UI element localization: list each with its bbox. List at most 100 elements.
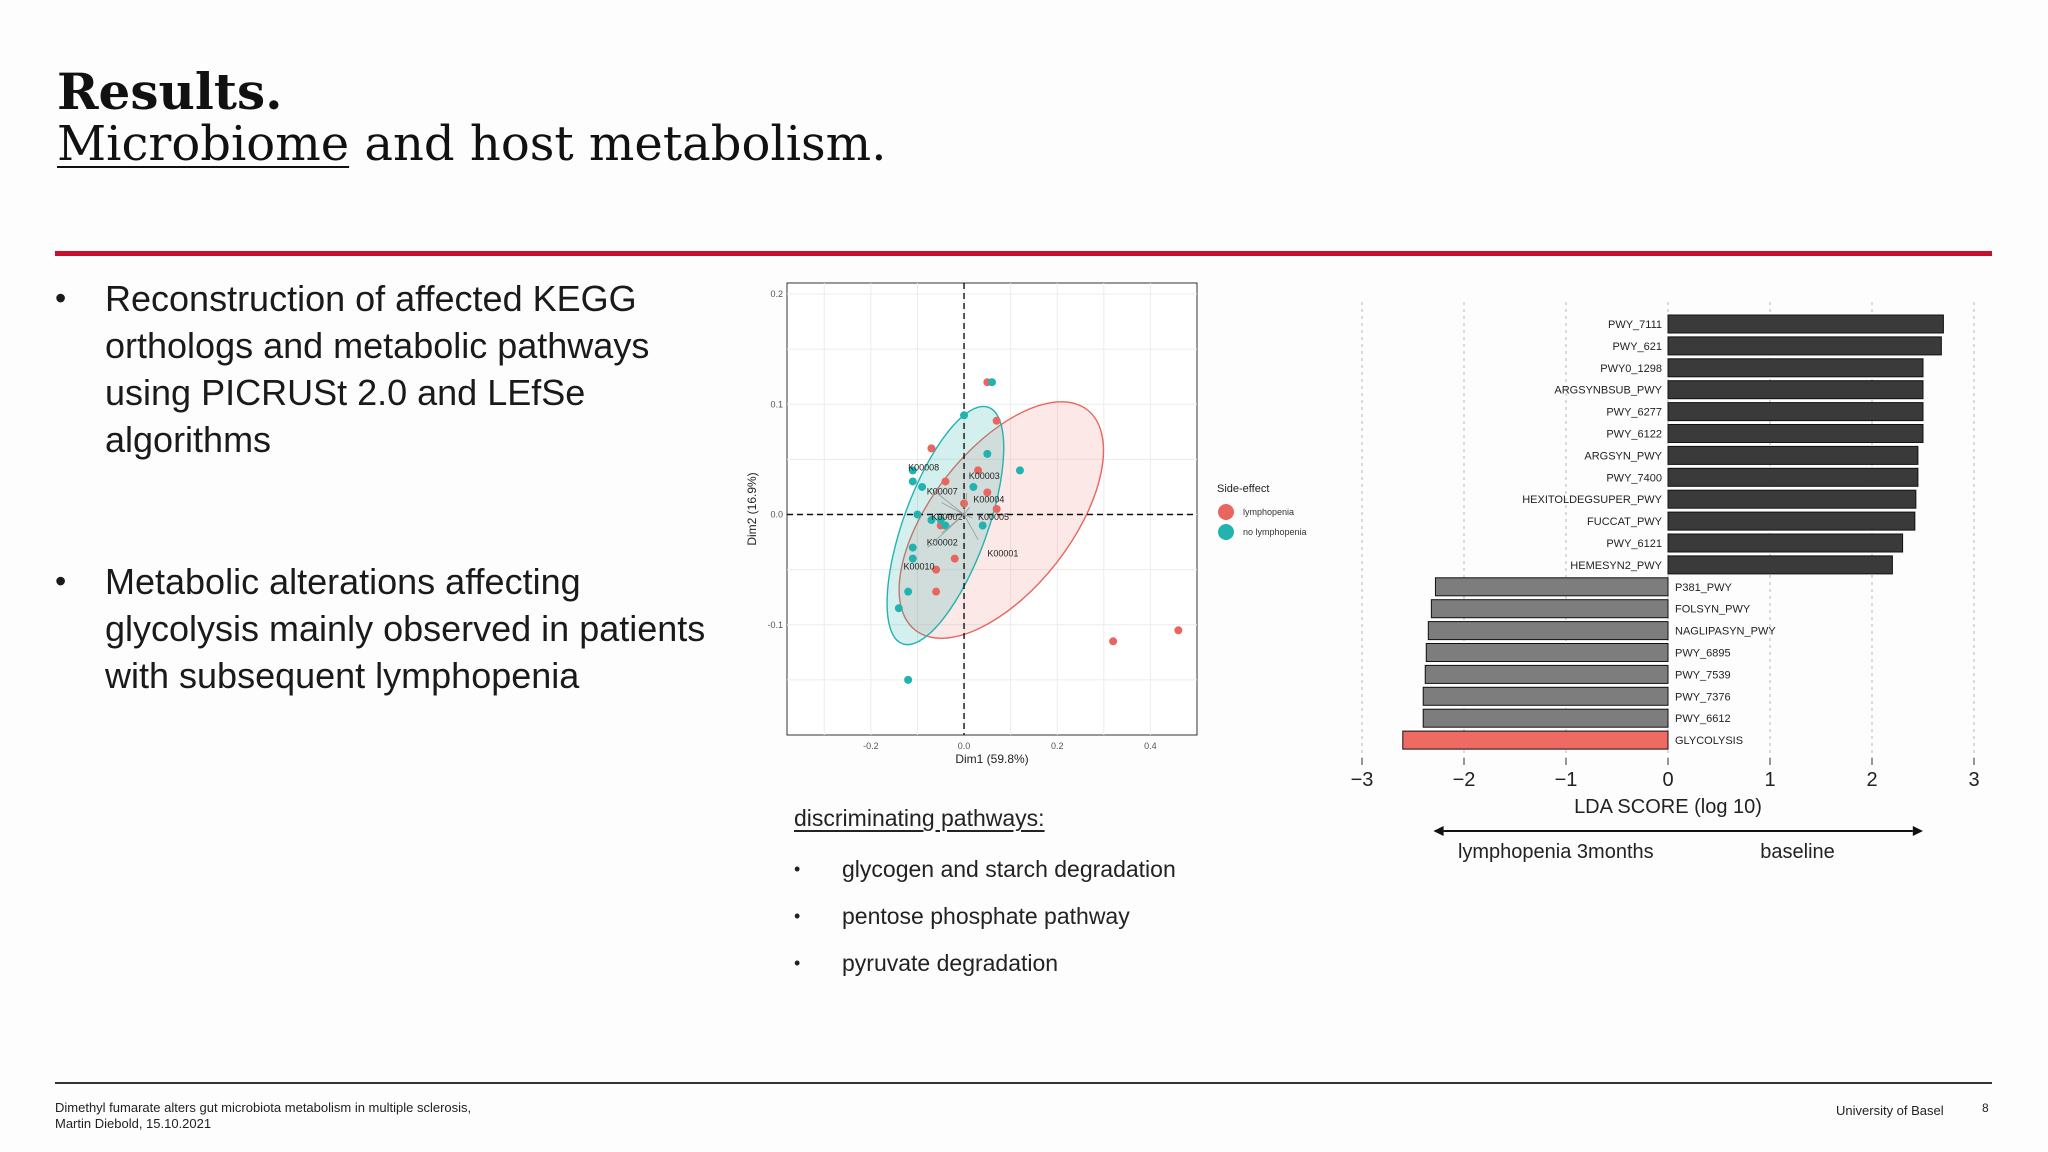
- loading-label: K00004: [973, 494, 1004, 504]
- bar-category-label: HEXITOLDEGSUPER_PWY: [1522, 494, 1662, 506]
- loading-arrow: [963, 506, 970, 515]
- bar: [1667, 511, 1916, 531]
- pathway-item: • pentose phosphate pathway: [794, 893, 1394, 940]
- loading-label: K00007: [927, 487, 958, 497]
- data-point: [992, 505, 1001, 513]
- bar-category-label: PWY_6277: [1606, 407, 1662, 419]
- data-point: [904, 587, 913, 596]
- loading-arrow: [944, 514, 965, 519]
- bar-category-label: FUCCAT_PWY: [1587, 516, 1663, 528]
- bullet-list: • Reconstruction of affected KEGG orthol…: [55, 275, 715, 699]
- pathway-item: • pyruvate degradation: [794, 940, 1394, 987]
- data-point: [932, 565, 941, 574]
- data-point: [960, 411, 969, 420]
- confidence-ellipse: [898, 401, 1105, 639]
- pca-biplot: K00008 K00003 K00007 K00004 K00002 K00005 K000…: [745, 282, 1307, 766]
- legend-label: no lymphopenia: [1243, 527, 1307, 537]
- bar-category-label: PWY_621: [1612, 341, 1662, 353]
- bar-category-label: NAGLIPASYN_PWY: [1675, 626, 1776, 638]
- y-tick-label: 0.1: [770, 399, 783, 409]
- arrow-left-icon: [1433, 826, 1444, 836]
- bar-category-label: PWY_6122: [1606, 429, 1662, 441]
- bar: [1667, 489, 1917, 509]
- bar-category-label: PWY_6612: [1675, 713, 1731, 725]
- lda-bar-chart: PWY_7111 PWY_621 PWY0_1298 ARGSYNBSUB_PWY PW…: [1351, 302, 1980, 863]
- bullet-icon: •: [794, 953, 801, 973]
- loading-label: K00005: [978, 512, 1009, 522]
- loading-arrow: [930, 487, 965, 515]
- data-point: [974, 466, 983, 475]
- footer-institution: University of Basel: [1836, 1103, 1944, 1118]
- footer-citation: Dimethyl fumarate alters gut microbiota …: [55, 1100, 471, 1132]
- bar: [1422, 686, 1669, 706]
- slide-title: Results.: [57, 62, 283, 121]
- bar: [1667, 314, 1944, 334]
- loading-label: K00002: [931, 512, 962, 522]
- data-point: [908, 543, 917, 552]
- bar-category-label: PWY_6121: [1606, 538, 1662, 550]
- loading-label: K00003: [969, 471, 1000, 481]
- data-point: [932, 587, 941, 596]
- bar: [1667, 336, 1942, 356]
- bar: [1427, 621, 1669, 641]
- bar: [1667, 467, 1919, 487]
- slide-subtitle: Microbiome and host metabolism.: [57, 116, 886, 172]
- footer-divider: [55, 1082, 1992, 1084]
- bar: [1424, 664, 1669, 684]
- data-point: [927, 444, 936, 453]
- bar: [1667, 445, 1919, 465]
- x-tick-label: 2: [1866, 769, 1877, 791]
- bar: [1402, 730, 1669, 750]
- data-point: [960, 499, 969, 508]
- data-point: [894, 604, 903, 613]
- legend-swatch: [1218, 504, 1234, 520]
- y-tick-label: 0.0: [770, 510, 783, 520]
- pathway-label: pentose phosphate pathway: [842, 903, 1130, 929]
- bullet-icon: •: [55, 280, 67, 316]
- loading-arrow: [963, 514, 973, 519]
- data-point: [992, 416, 1001, 425]
- data-point: [908, 466, 917, 475]
- bullet-icon: •: [794, 906, 801, 926]
- loading-arrow: [963, 514, 979, 540]
- discriminating-title: discriminating pathways:: [794, 805, 1045, 831]
- bar-category-label: PWY_7376: [1675, 691, 1731, 703]
- x-tick-label: 0.0: [958, 741, 971, 751]
- loading-label: K00010: [903, 562, 934, 572]
- data-point: [941, 477, 950, 486]
- loading-arrow: [963, 493, 968, 515]
- x-axis-label: LDA SCORE (log 10): [1574, 796, 1762, 818]
- bar-category-label: GLYCOLYSIS: [1675, 735, 1743, 747]
- data-point: [927, 516, 936, 525]
- x-tick-label: 0.4: [1144, 741, 1157, 751]
- data-point: [950, 554, 959, 563]
- direction-label-left: lymphopenia 3months: [1458, 841, 1654, 863]
- data-point: [941, 521, 950, 530]
- x-tick-label: -0.2: [863, 741, 879, 751]
- data-point: [908, 554, 917, 563]
- bullet-text: Reconstruction of affected KEGG ortholog…: [105, 278, 650, 460]
- bullet-text: Metabolic alterations affecting glycolys…: [105, 561, 706, 696]
- arrow-right-icon: [1912, 826, 1923, 836]
- y-tick-label: -0.1: [767, 620, 783, 630]
- bar-category-label: HEMESYN2_PWY: [1570, 560, 1662, 572]
- data-point: [988, 378, 996, 387]
- bar-category-label: PWY0_1298: [1600, 363, 1662, 375]
- data-point: [913, 510, 922, 519]
- bar: [1667, 402, 1924, 422]
- loading-label: K00002: [927, 537, 958, 547]
- bar: [1667, 424, 1924, 443]
- x-tick-label: 0: [1662, 769, 1673, 791]
- page-number: 8: [1982, 1101, 1989, 1115]
- pathway-label: pyruvate degradation: [842, 950, 1059, 976]
- x-tick-label: 3: [1968, 769, 1979, 791]
- plot-panel: [786, 282, 1198, 736]
- x-tick-label: −1: [1555, 769, 1578, 791]
- legend-title: Side-effect: [1217, 483, 1269, 495]
- data-point: [1109, 637, 1118, 646]
- data-point: [918, 482, 927, 491]
- y-axis-label: Dim2 (16.9%): [745, 472, 759, 545]
- bullet-item: • Reconstruction of affected KEGG orthol…: [55, 275, 715, 463]
- accent-divider: [55, 251, 1992, 256]
